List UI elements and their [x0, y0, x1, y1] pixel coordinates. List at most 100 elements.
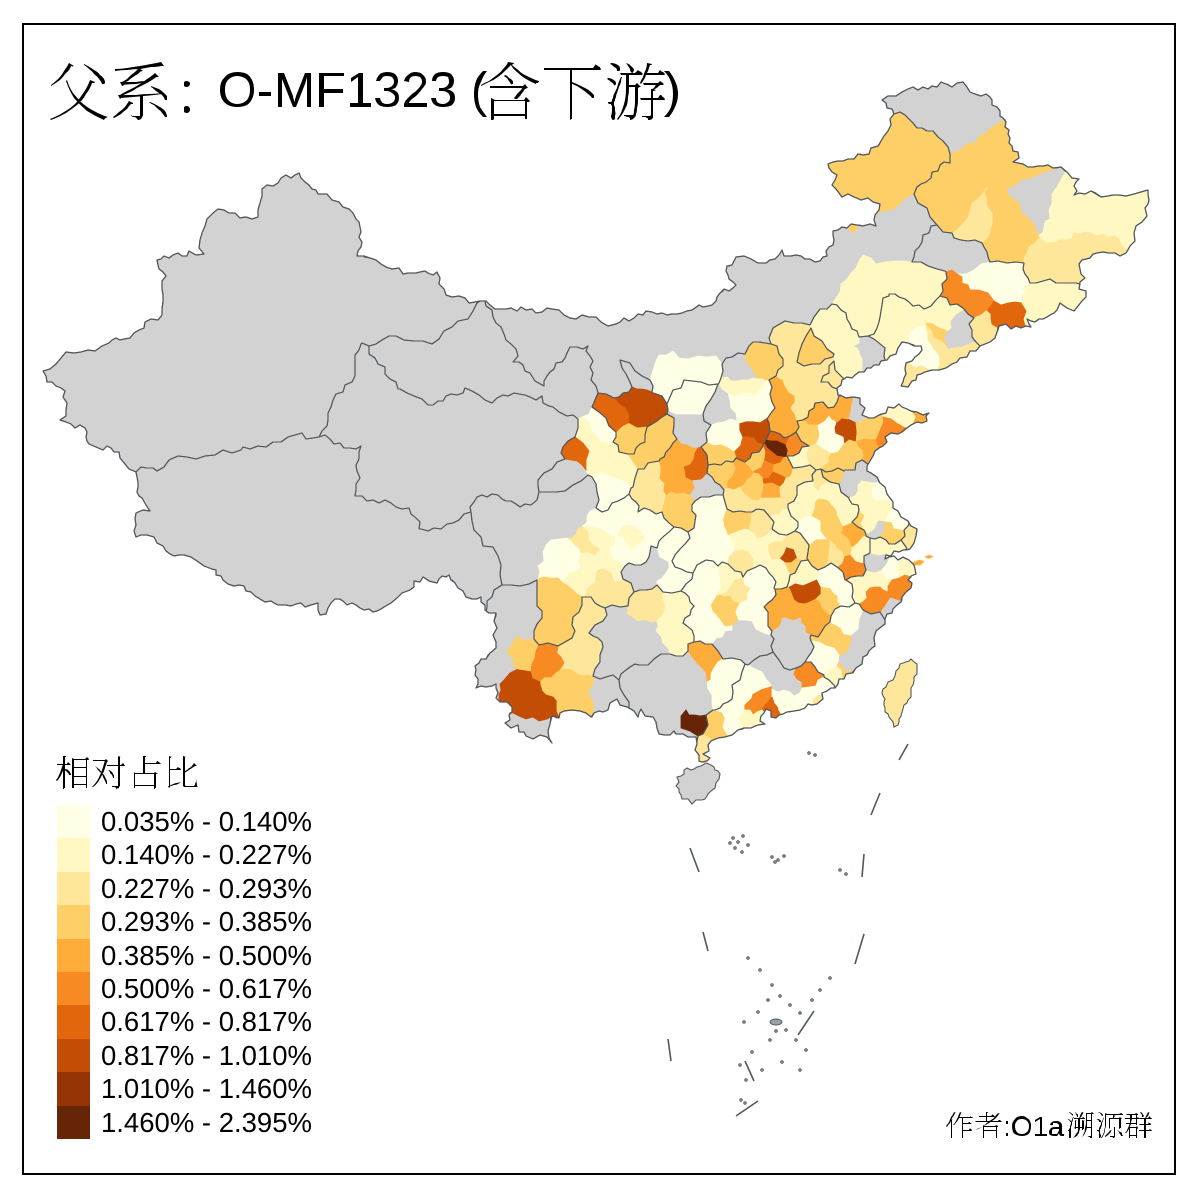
legend-row: 1.010% - 1.460%: [57, 1072, 312, 1106]
island-dot: [778, 994, 782, 998]
legend-row: 0.817% - 1.010%: [57, 1038, 312, 1073]
legend-label-2: 0.140% - 0.227%: [101, 839, 312, 871]
island-dot: [782, 854, 786, 858]
island-dot: [798, 1011, 802, 1015]
nine-dash-segment: [744, 1060, 755, 1082]
legend-row: 1.460% - 2.395%: [57, 1105, 312, 1139]
legend-swatch-6: [57, 971, 90, 1006]
legend-swatch-9: [57, 1072, 90, 1106]
legend-swatch-8: [57, 1038, 90, 1073]
island-dot: [743, 1101, 747, 1105]
nine-dash-segment: [870, 792, 881, 816]
legend-swatch-4: [57, 905, 90, 939]
region-zhoushan[interactable]: [912, 554, 934, 566]
legend-label-10: 1.460% - 2.395%: [101, 1106, 312, 1138]
island-dot: [804, 1048, 808, 1052]
region-chizhou[interactable]: [823, 540, 845, 569]
region-ziyang[interactable]: [594, 547, 616, 570]
author-glyphs: [946, 1112, 1152, 1138]
island-dot: [818, 988, 822, 992]
legend-label-5: 0.385% - 0.500%: [101, 939, 312, 971]
island-dot: [746, 956, 750, 960]
author-text-glyphs: [946, 1112, 1152, 1138]
island-dot: [773, 860, 777, 864]
island-dot: [784, 1028, 788, 1032]
legend-label-6: 0.500% - 0.617%: [101, 972, 312, 1004]
nine-dash-segment: [898, 743, 909, 761]
island-dot: [766, 998, 770, 1002]
nine-dash-segment: [861, 853, 865, 878]
legend-label-3: 0.227% - 0.293%: [101, 872, 312, 904]
legend-label-8: 0.817% - 1.010%: [101, 1039, 312, 1071]
island-dot: [740, 850, 744, 854]
title-text-glyphs: [50, 62, 678, 120]
islet-taiping: [769, 1018, 783, 1026]
legend-row: 0.617% - 0.817%: [57, 1005, 312, 1039]
island-dot: [844, 872, 848, 876]
plot-border: [22, 23, 1176, 1175]
legend-label-1: 0.035% - 0.140%: [101, 806, 312, 837]
island-dot: [776, 858, 780, 862]
island-dot: [744, 1078, 748, 1082]
island-dot: [770, 855, 774, 859]
legend-row: 0.140% - 0.227%: [57, 838, 312, 872]
island-dot: [828, 976, 832, 980]
province-hainan[interactable]: [675, 762, 721, 805]
region-taian[interactable]: [815, 430, 845, 454]
region-xianyang[interactable]: [658, 456, 686, 484]
region-loudi[interactable]: [710, 594, 740, 627]
island-dot: [760, 1068, 764, 1072]
island-dot: [838, 868, 842, 872]
island-dot: [733, 846, 737, 850]
legend-label-9: 1.010% - 1.460%: [101, 1073, 312, 1105]
legend-swatch-7: [57, 1005, 90, 1039]
province-qinghai[interactable]: [319, 343, 578, 531]
island-dot: [794, 1038, 798, 1042]
legend-swatch-10: [57, 1105, 90, 1139]
island-dot: [741, 834, 745, 838]
region-taizhou_js[interactable]: [873, 499, 894, 522]
nine-dash-segment: [735, 1100, 759, 1117]
region-hulunbuir2[interactable]: [827, 153, 862, 233]
region-yanbian[interactable]: [1021, 278, 1087, 328]
island-dot: [770, 983, 774, 987]
island-dots: [728, 751, 848, 1105]
island-dot: [728, 841, 732, 845]
region-weinan[interactable]: [683, 446, 709, 481]
legend-swatch-2: [57, 838, 90, 872]
island-dot: [736, 840, 740, 844]
island-dot: [738, 1063, 742, 1067]
region-suihua[interactable]: [984, 185, 1040, 245]
island-dot: [774, 1029, 778, 1033]
region-liaoyang[interactable]: [925, 322, 948, 347]
region-jinzhong[interactable]: [736, 397, 767, 424]
legend-title-text-glyphs: [56, 756, 198, 789]
region-qitaihe[interactable]: [1055, 231, 1130, 251]
province-xinjiang[interactable]: [43, 173, 480, 472]
legend-row: 0.035% - 0.140%: [57, 805, 312, 839]
island-dot: [807, 751, 811, 755]
nine-dash-segment: [702, 931, 709, 952]
nine-dash-segment: [797, 1010, 815, 1036]
island-dot: [742, 1020, 746, 1024]
region-jieyang[interactable]: [799, 685, 820, 707]
legend-label-4: 0.293% - 0.385%: [101, 906, 312, 938]
island-dot: [756, 1010, 760, 1014]
nine-dash-line: [667, 743, 909, 1117]
nine-dash-segment: [689, 847, 700, 873]
region-heihe2[interactable]: [949, 119, 1011, 188]
region-linfen[interactable]: [705, 418, 743, 452]
island-dot: [750, 1050, 754, 1054]
legend-row: 0.293% - 0.385%: [57, 905, 312, 939]
south-china-sea-features: [667, 743, 909, 1117]
island-dot: [746, 843, 750, 847]
region-xinzhou[interactable]: [718, 376, 767, 397]
island-dot: [739, 1098, 743, 1102]
legend-row: 0.500% - 0.617%: [57, 971, 312, 1006]
region-panjin[interactable]: [907, 325, 928, 346]
region-taiwan[interactable]: [881, 658, 918, 728]
island-dot: [810, 998, 814, 1002]
province-xizang[interactable]: [134, 433, 502, 615]
